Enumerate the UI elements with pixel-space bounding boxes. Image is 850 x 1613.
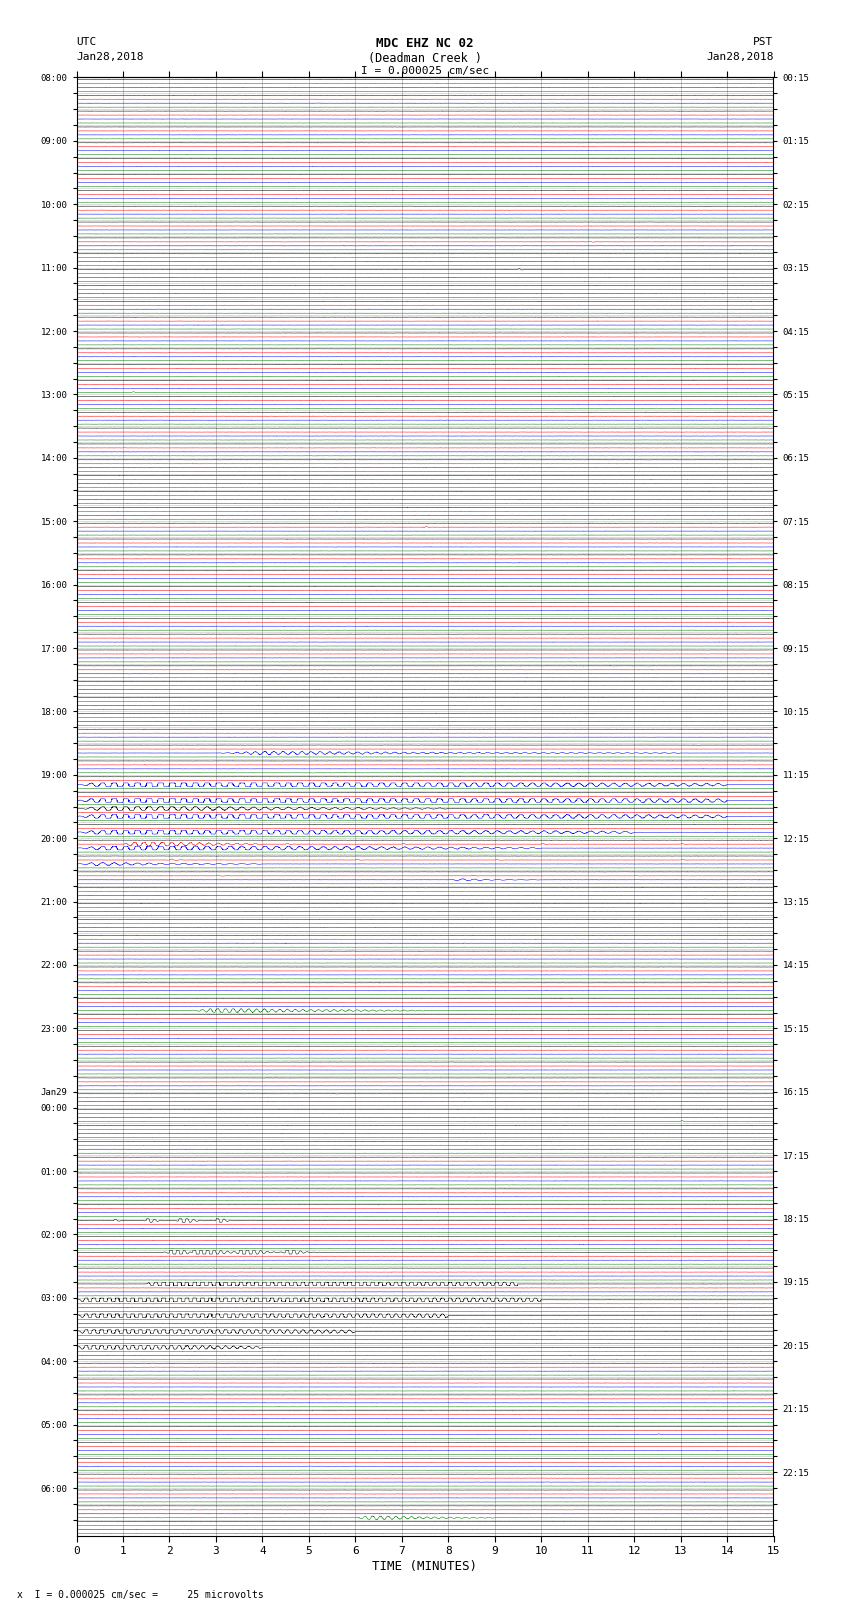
- Text: UTC: UTC: [76, 37, 97, 47]
- X-axis label: TIME (MINUTES): TIME (MINUTES): [372, 1560, 478, 1573]
- Text: Jan28,2018: Jan28,2018: [706, 52, 774, 61]
- Text: MDC EHZ NC 02: MDC EHZ NC 02: [377, 37, 473, 50]
- Text: (Deadman Creek ): (Deadman Creek ): [368, 52, 482, 65]
- Text: x  I = 0.000025 cm/sec =     25 microvolts: x I = 0.000025 cm/sec = 25 microvolts: [17, 1590, 264, 1600]
- Text: Jan28,2018: Jan28,2018: [76, 52, 144, 61]
- Text: I = 0.000025 cm/sec: I = 0.000025 cm/sec: [361, 66, 489, 76]
- Text: PST: PST: [753, 37, 774, 47]
